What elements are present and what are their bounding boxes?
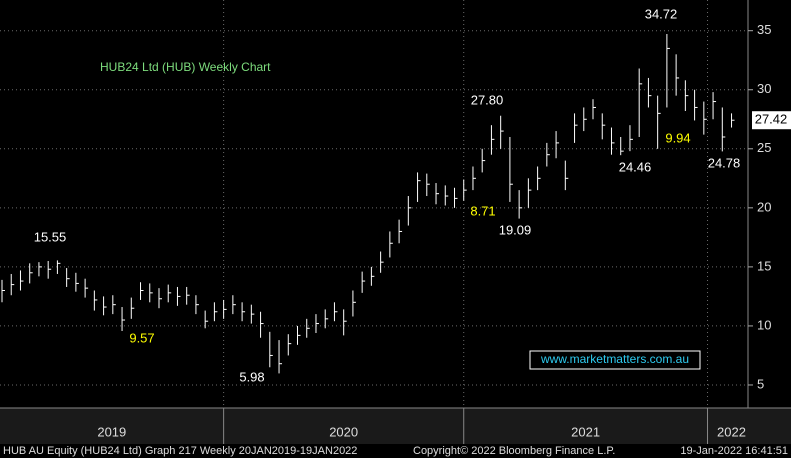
x-label: 2019 bbox=[97, 424, 126, 439]
y-tick-label: 10 bbox=[757, 317, 771, 332]
y-tick-label: 25 bbox=[757, 140, 771, 155]
x-label: 2020 bbox=[329, 424, 358, 439]
website-box bbox=[529, 350, 701, 370]
annotation: 24.46 bbox=[619, 159, 652, 174]
annotation: 24.78 bbox=[708, 155, 741, 170]
y-tick-label: 15 bbox=[757, 258, 771, 273]
footer-mid: Copyright© 2022 Bloomberg Finance L.P. bbox=[413, 445, 615, 457]
annotation: 19.09 bbox=[499, 222, 532, 237]
x-label: 2021 bbox=[571, 424, 600, 439]
annotation: 34.72 bbox=[645, 6, 678, 21]
annotation: 27.80 bbox=[471, 92, 504, 107]
annotation: 5.98 bbox=[239, 369, 264, 384]
y-tick-label: 30 bbox=[757, 81, 771, 96]
annotation: 9.94 bbox=[665, 130, 690, 145]
y-tick-label: 35 bbox=[757, 22, 771, 37]
chart-title: HUB24 Ltd (HUB) Weekly Chart bbox=[100, 60, 271, 74]
annotation: 8.71 bbox=[470, 203, 495, 218]
x-label: 2022 bbox=[717, 424, 746, 439]
x-axis-band bbox=[0, 408, 791, 444]
annotation: 9.57 bbox=[129, 330, 154, 345]
last-price: 27.42 bbox=[755, 112, 788, 127]
y-tick-label: 5 bbox=[757, 376, 764, 391]
y-tick-label: 20 bbox=[757, 199, 771, 214]
footer-right: 19-Jan-2022 16:41:51 bbox=[680, 445, 788, 457]
website: www.marketmatters.com.au bbox=[540, 352, 689, 366]
annotation: 15.55 bbox=[34, 229, 67, 244]
footer-left: HUB AU Equity (HUB24 Ltd) Graph 217 Week… bbox=[3, 445, 357, 457]
last-price-box bbox=[752, 111, 791, 130]
